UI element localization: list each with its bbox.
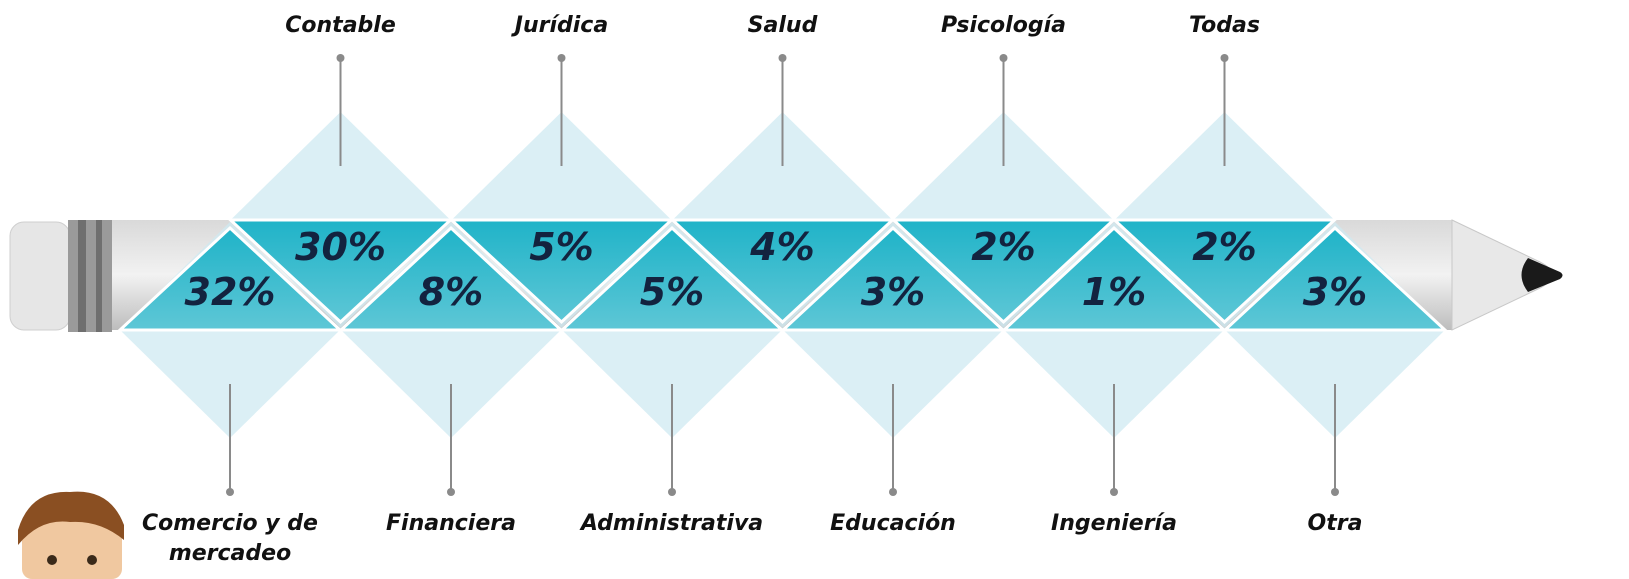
percentage: 4%	[749, 225, 815, 269]
avatar-eye	[87, 555, 97, 565]
percentage: 32%	[185, 270, 276, 314]
avatar	[18, 492, 124, 579]
segments: 32% Comercio y de mercadeo 30% Contable 8% Fin…	[120, 13, 1445, 566]
connector-dot	[1110, 488, 1118, 496]
category-label: Otra	[1308, 511, 1363, 536]
percentage: 2%	[1192, 225, 1257, 269]
category-label: Psicología	[941, 13, 1066, 38]
percentage: 30%	[295, 225, 386, 269]
connector-dot	[558, 54, 566, 62]
infographic: 32% Comercio y de mercadeo 30% Contable 8% Fin…	[0, 0, 1629, 579]
category-label: Educación	[830, 511, 956, 536]
category-label: Ingeniería	[1051, 511, 1177, 536]
percentage: 5%	[640, 270, 705, 314]
category-label: Comercio y de	[142, 511, 318, 536]
category-label: Financiera	[386, 511, 516, 536]
connector-dot	[337, 54, 345, 62]
connector-dot	[889, 488, 897, 496]
avatar-eye	[47, 555, 57, 565]
percentage: 8%	[419, 270, 484, 314]
percentage: 5%	[529, 225, 594, 269]
connector-dot	[1331, 488, 1339, 496]
connector-dot	[447, 488, 455, 496]
percentage: 2%	[971, 225, 1036, 269]
category-label: Contable	[285, 13, 396, 38]
eraser	[10, 222, 70, 330]
category-label: Todas	[1189, 13, 1260, 38]
category-label: Administrativa	[579, 511, 763, 536]
percentage: 3%	[1303, 270, 1368, 314]
connector-dot	[668, 488, 676, 496]
percentage: 3%	[861, 270, 926, 314]
category-label: Salud	[748, 13, 818, 38]
ferrule	[68, 220, 112, 332]
category-label: mercadeo	[169, 541, 291, 566]
ferrule-band	[96, 220, 102, 332]
category-label: Jurídica	[511, 13, 608, 38]
connector-dot	[1000, 54, 1008, 62]
ferrule-band	[78, 220, 86, 332]
connector-dot	[779, 54, 787, 62]
percentage: 1%	[1082, 270, 1147, 314]
connector-dot	[226, 488, 234, 496]
connector-dot	[1221, 54, 1229, 62]
